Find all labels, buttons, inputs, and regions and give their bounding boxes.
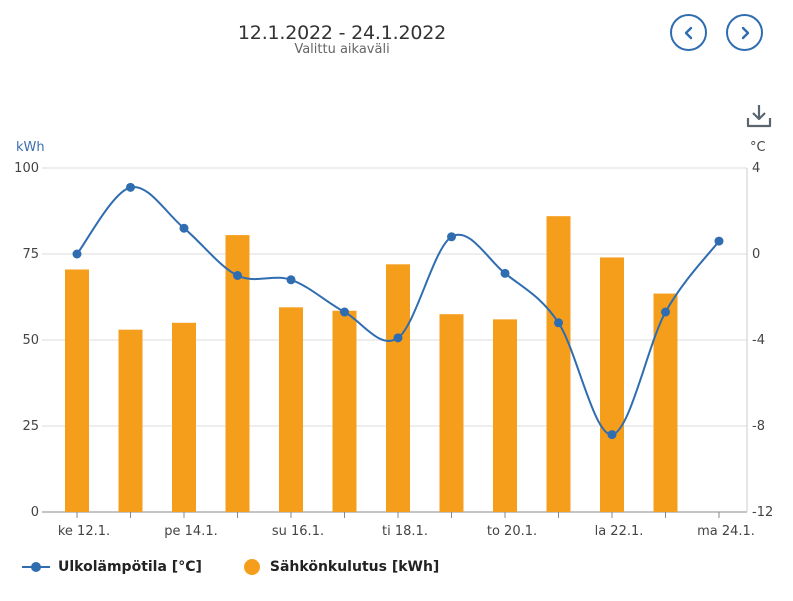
bar	[65, 269, 89, 512]
x-tick-label: su 16.1.	[272, 524, 324, 539]
temperature-point	[607, 430, 617, 440]
temperature-point	[126, 182, 135, 192]
x-tick-label: ti 18.1.	[382, 524, 428, 539]
download-button[interactable]	[745, 103, 773, 129]
bar	[279, 307, 303, 512]
y-right-tick-label: 4	[752, 161, 760, 176]
bar	[653, 293, 678, 512]
temperature-point	[554, 318, 563, 328]
y-right-axis-title: °C	[750, 140, 766, 155]
temperature-point	[500, 268, 510, 278]
bar	[225, 235, 250, 512]
bar	[332, 310, 357, 512]
x-tick-label: ke 12.1.	[58, 524, 110, 539]
y-left-tick-label: 50	[22, 333, 39, 348]
y-left-tick-label: 100	[14, 161, 39, 176]
legend-label-temperature: Ulkolämpötila [°C]	[58, 559, 202, 575]
x-tick-label: ma 24.1.	[697, 524, 755, 539]
temperature-point	[286, 275, 296, 285]
temperature-point	[447, 232, 456, 242]
chart-header: 12.1.2022 - 24.1.2022 Valittu aikaväli	[0, 22, 684, 57]
bar	[118, 329, 143, 512]
y-left-tick-label: 0	[31, 505, 39, 520]
temperature-point	[661, 307, 670, 317]
download-icon	[746, 105, 772, 128]
bar	[493, 319, 517, 512]
y-left-tick-label: 25	[22, 419, 39, 434]
bar	[546, 216, 571, 512]
bar	[172, 322, 196, 512]
temperature-point	[340, 307, 349, 317]
y-right-tick-label: 0	[752, 247, 760, 262]
temperature-point	[179, 223, 189, 233]
bar	[386, 264, 410, 512]
bar	[600, 257, 624, 512]
temperature-point	[714, 236, 724, 246]
temperature-point	[233, 271, 242, 280]
y-left-tick-label: 75	[22, 247, 39, 262]
x-tick-label: la 22.1.	[595, 524, 644, 539]
legend-item-temperature[interactable]: Ulkolämpötila [°C]	[22, 559, 202, 575]
y-right-tick-label: -4	[752, 333, 765, 348]
y-right-tick-label: -8	[752, 419, 765, 434]
date-range-title: 12.1.2022 - 24.1.2022	[237, 22, 447, 44]
x-tick-label: to 20.1.	[487, 524, 537, 539]
chevron-right-icon	[741, 26, 749, 39]
legend-dot-marker	[243, 559, 260, 575]
legend: Ulkolämpötila [°C] Sähkönkulutus [kWh]	[22, 559, 481, 575]
bar	[439, 314, 464, 512]
legend-line-marker	[22, 562, 50, 572]
previous-period-button[interactable]	[670, 14, 707, 51]
legend-item-consumption[interactable]: Sähkönkulutus [kWh]	[243, 559, 440, 575]
legend-label-consumption: Sähkönkulutus [kWh]	[269, 559, 440, 575]
date-range-subtitle: Valittu aikaväli	[294, 42, 390, 57]
temperature-point	[393, 333, 403, 343]
y-left-axis-title: kWh	[16, 140, 45, 155]
temperature-point	[72, 249, 82, 259]
x-tick-label: pe 14.1.	[164, 524, 217, 539]
y-right-tick-label: -12	[752, 505, 773, 520]
chevron-left-icon	[684, 26, 692, 39]
next-period-button[interactable]	[726, 14, 763, 51]
